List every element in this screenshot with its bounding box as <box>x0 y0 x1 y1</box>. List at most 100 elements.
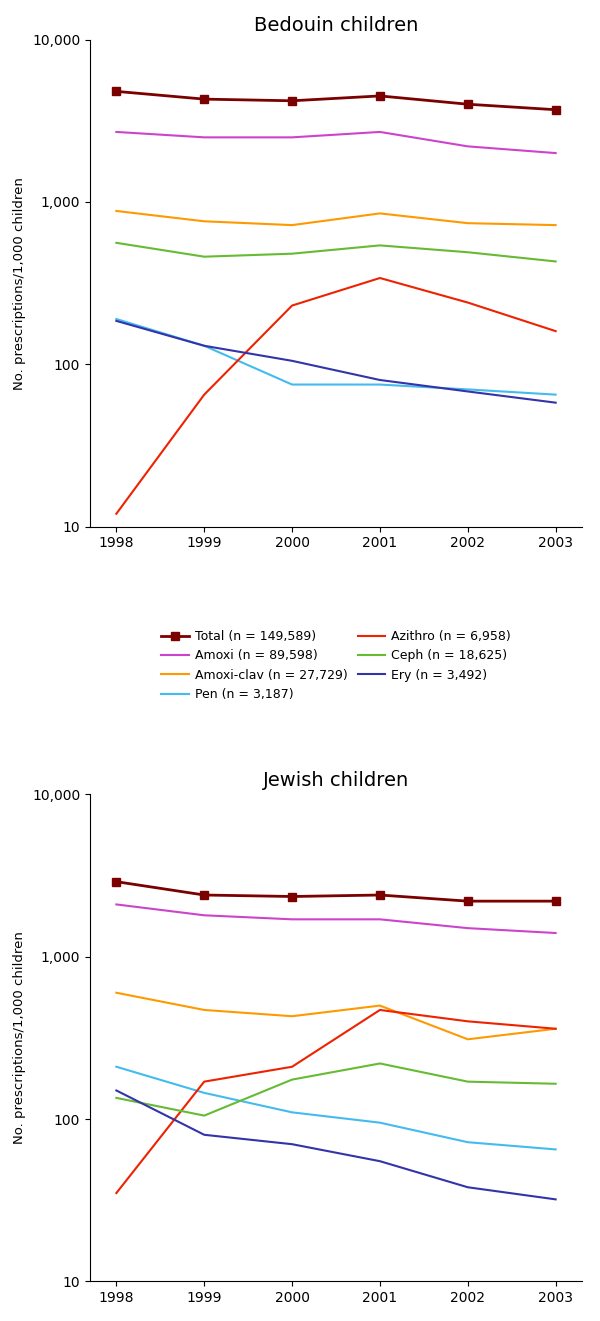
Amoxi-clav (n = 12,173) <box>289 1008 296 1024</box>
Amoxi (n = 89,598) <box>289 129 296 145</box>
Total (n = 86,877) <box>552 893 559 909</box>
Ceph (n = 5,751) <box>113 1090 120 1106</box>
Ceph (n = 18,625) <box>200 248 208 264</box>
Total (n = 149,589) <box>289 92 296 108</box>
Line: Pen (n = 3,187): Pen (n = 3,187) <box>116 318 556 395</box>
Pen (n = 3,187) <box>200 338 208 354</box>
Azithro (n = 8,998) <box>200 1074 208 1090</box>
Amoxi (n = 54,090) <box>113 897 120 913</box>
Ceph (n = 18,625) <box>376 238 383 254</box>
Amoxi-clav (n = 12,173) <box>464 1032 472 1048</box>
Pen (n = 3,609) <box>200 1085 208 1100</box>
Ceph (n = 18,625) <box>464 244 472 260</box>
Line: Pen (n = 3,609): Pen (n = 3,609) <box>116 1067 556 1149</box>
Azithro (n = 6,958) <box>464 295 472 310</box>
Amoxi (n = 54,090) <box>552 925 559 941</box>
Ceph (n = 5,751) <box>200 1108 208 1124</box>
Total (n = 86,877) <box>376 888 383 904</box>
Amoxi (n = 89,598) <box>113 124 120 140</box>
Line: Amoxi (n = 54,090): Amoxi (n = 54,090) <box>116 905 556 933</box>
Azithro (n = 8,998) <box>376 1003 383 1018</box>
Line: Ery (n = 3,492): Ery (n = 3,492) <box>116 321 556 403</box>
Amoxi-clav (n = 27,729) <box>289 217 296 232</box>
Pen (n = 3,187) <box>376 376 383 392</box>
Amoxi-clav (n = 12,173) <box>376 997 383 1013</box>
Ery (n = 3,492) <box>289 353 296 369</box>
Pen (n = 3,609) <box>289 1104 296 1120</box>
Azithro (n = 8,998) <box>464 1013 472 1029</box>
Ery (n = 3,492) <box>376 373 383 388</box>
Azithro (n = 8,998) <box>289 1059 296 1075</box>
Y-axis label: No. prescriptions/1,000 children: No. prescriptions/1,000 children <box>13 931 26 1144</box>
Azithro (n = 6,958) <box>113 506 120 522</box>
Line: Ceph (n = 5,751): Ceph (n = 5,751) <box>116 1063 556 1116</box>
Ery (n = 2,256) <box>464 1180 472 1196</box>
Amoxi-clav (n = 12,173) <box>113 985 120 1001</box>
Pen (n = 3,609) <box>464 1135 472 1151</box>
Line: Ceph (n = 18,625): Ceph (n = 18,625) <box>116 243 556 262</box>
Ceph (n = 18,625) <box>552 254 559 269</box>
Total (n = 86,877) <box>289 889 296 905</box>
Amoxi-clav (n = 27,729) <box>464 215 472 231</box>
Ery (n = 2,256) <box>200 1127 208 1143</box>
Line: Ery (n = 2,256): Ery (n = 2,256) <box>116 1090 556 1199</box>
Amoxi-clav (n = 12,173) <box>552 1021 559 1037</box>
Y-axis label: No. prescriptions/1,000 children: No. prescriptions/1,000 children <box>13 177 26 390</box>
Total (n = 149,589) <box>552 102 559 118</box>
Azithro (n = 8,998) <box>113 1185 120 1201</box>
Pen (n = 3,187) <box>464 382 472 398</box>
Pen (n = 3,187) <box>113 310 120 326</box>
Pen (n = 3,609) <box>113 1059 120 1075</box>
Ceph (n = 5,751) <box>289 1071 296 1087</box>
Line: Total (n = 149,589): Total (n = 149,589) <box>112 87 560 114</box>
Pen (n = 3,609) <box>552 1141 559 1157</box>
Amoxi (n = 54,090) <box>376 911 383 927</box>
Line: Amoxi-clav (n = 27,729): Amoxi-clav (n = 27,729) <box>116 211 556 225</box>
Ceph (n = 18,625) <box>289 246 296 262</box>
Title: Jewish children: Jewish children <box>263 771 409 790</box>
Total (n = 86,877) <box>113 873 120 889</box>
Ceph (n = 5,751) <box>552 1075 559 1091</box>
Amoxi-clav (n = 27,729) <box>552 217 559 232</box>
Ceph (n = 5,751) <box>464 1074 472 1090</box>
Total (n = 149,589) <box>376 89 383 104</box>
Ery (n = 3,492) <box>552 395 559 411</box>
Amoxi-clav (n = 27,729) <box>376 206 383 222</box>
Azithro (n = 6,958) <box>200 387 208 403</box>
Ceph (n = 18,625) <box>113 235 120 251</box>
Line: Total (n = 86,877): Total (n = 86,877) <box>112 877 560 905</box>
Amoxi (n = 54,090) <box>200 908 208 923</box>
Ery (n = 2,256) <box>376 1153 383 1169</box>
Amoxi (n = 89,598) <box>376 124 383 140</box>
Azithro (n = 6,958) <box>552 324 559 339</box>
Pen (n = 3,187) <box>289 376 296 392</box>
Total (n = 86,877) <box>200 888 208 904</box>
Azithro (n = 6,958) <box>376 269 383 285</box>
Line: Amoxi-clav (n = 12,173): Amoxi-clav (n = 12,173) <box>116 993 556 1040</box>
Title: Bedouin children: Bedouin children <box>254 16 418 36</box>
Total (n = 149,589) <box>464 96 472 112</box>
Pen (n = 3,609) <box>376 1115 383 1131</box>
Amoxi-clav (n = 27,729) <box>200 214 208 230</box>
Amoxi (n = 54,090) <box>289 911 296 927</box>
Azithro (n = 8,998) <box>552 1021 559 1037</box>
Line: Azithro (n = 6,958): Azithro (n = 6,958) <box>116 277 556 514</box>
Amoxi (n = 89,598) <box>200 129 208 145</box>
Legend: Total (n = 149,589), Amoxi (n = 89,598), Amoxi-clav (n = 27,729), Pen (n = 3,187: Total (n = 149,589), Amoxi (n = 89,598),… <box>161 630 511 701</box>
Ery (n = 3,492) <box>200 338 208 354</box>
Ery (n = 2,256) <box>552 1192 559 1207</box>
Total (n = 86,877) <box>464 893 472 909</box>
Ery (n = 2,256) <box>289 1136 296 1152</box>
Pen (n = 3,187) <box>552 387 559 403</box>
Amoxi (n = 54,090) <box>464 921 472 937</box>
Ceph (n = 5,751) <box>376 1055 383 1071</box>
Ery (n = 2,256) <box>113 1082 120 1098</box>
Line: Amoxi (n = 89,598): Amoxi (n = 89,598) <box>116 132 556 153</box>
Ery (n = 3,492) <box>113 313 120 329</box>
Total (n = 149,589) <box>200 91 208 107</box>
Azithro (n = 6,958) <box>289 297 296 313</box>
Amoxi (n = 89,598) <box>464 139 472 155</box>
Ery (n = 3,492) <box>464 383 472 399</box>
Amoxi (n = 89,598) <box>552 145 559 161</box>
Total (n = 149,589) <box>113 83 120 99</box>
